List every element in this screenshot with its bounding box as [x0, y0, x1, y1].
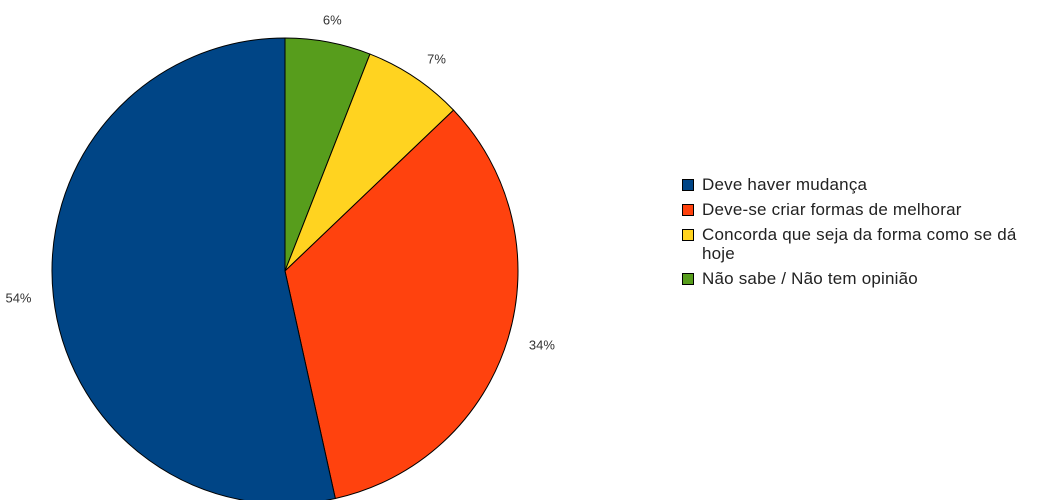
- legend-label: Não sabe / Não tem opinião: [702, 269, 918, 288]
- legend-swatch: [682, 229, 694, 241]
- legend-swatch: [682, 179, 694, 191]
- legend-label: Deve-se criar formas de melhorar: [702, 200, 962, 219]
- legend-item-nao-sabe: Não sabe / Não tem opinião: [682, 269, 1032, 288]
- legend: Deve haver mudança Deve-se criar formas …: [682, 175, 1032, 294]
- pie-data-label: 7%: [427, 51, 446, 66]
- pie-data-label: 54%: [5, 291, 31, 306]
- pie-slice: [284, 109, 519, 500]
- pie-labels: 6% 7% 34% 54%: [5, 12, 555, 352]
- legend-item-deve-se-criar-formas: Deve-se criar formas de melhorar: [682, 200, 1032, 219]
- legend-item-concorda: Concorda que seja da forma como se dá ho…: [682, 225, 1032, 263]
- legend-label: Deve haver mudança: [702, 175, 868, 194]
- pie-data-label: 34%: [529, 337, 555, 352]
- legend-swatch: [682, 273, 694, 285]
- pie-slices: [51, 37, 519, 500]
- legend-swatch: [682, 204, 694, 216]
- pie-data-label: 6%: [323, 12, 342, 27]
- legend-item-deve-haver-mudanca: Deve haver mudança: [682, 175, 1032, 194]
- legend-label: Concorda que seja da forma como se dá ho…: [702, 225, 1017, 263]
- pie-slice: [51, 37, 336, 500]
